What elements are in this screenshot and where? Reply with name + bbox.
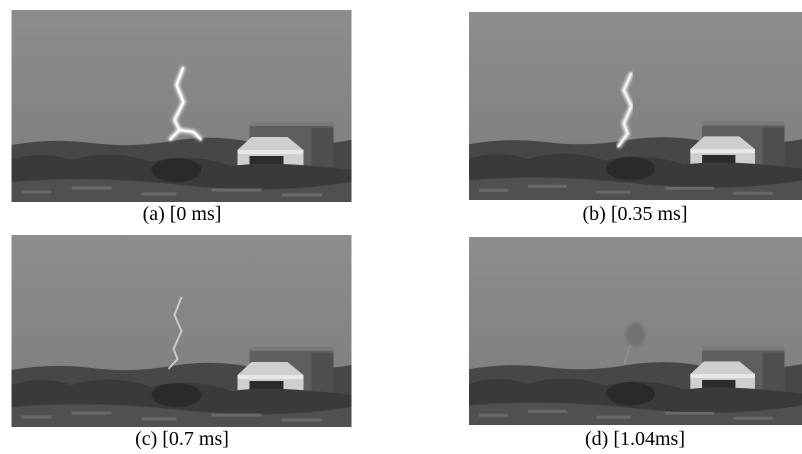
frame-photo	[8, 235, 355, 427]
caption: (b) [0.35 ms]	[582, 203, 688, 225]
frame-photo	[469, 10, 802, 202]
caption: (c) [0.7 ms]	[135, 428, 229, 450]
frame-photo	[469, 235, 802, 427]
caption: (d) [1.04ms]	[585, 428, 685, 450]
caption: (a) [0 ms]	[142, 203, 222, 225]
frame-photo	[8, 10, 355, 202]
